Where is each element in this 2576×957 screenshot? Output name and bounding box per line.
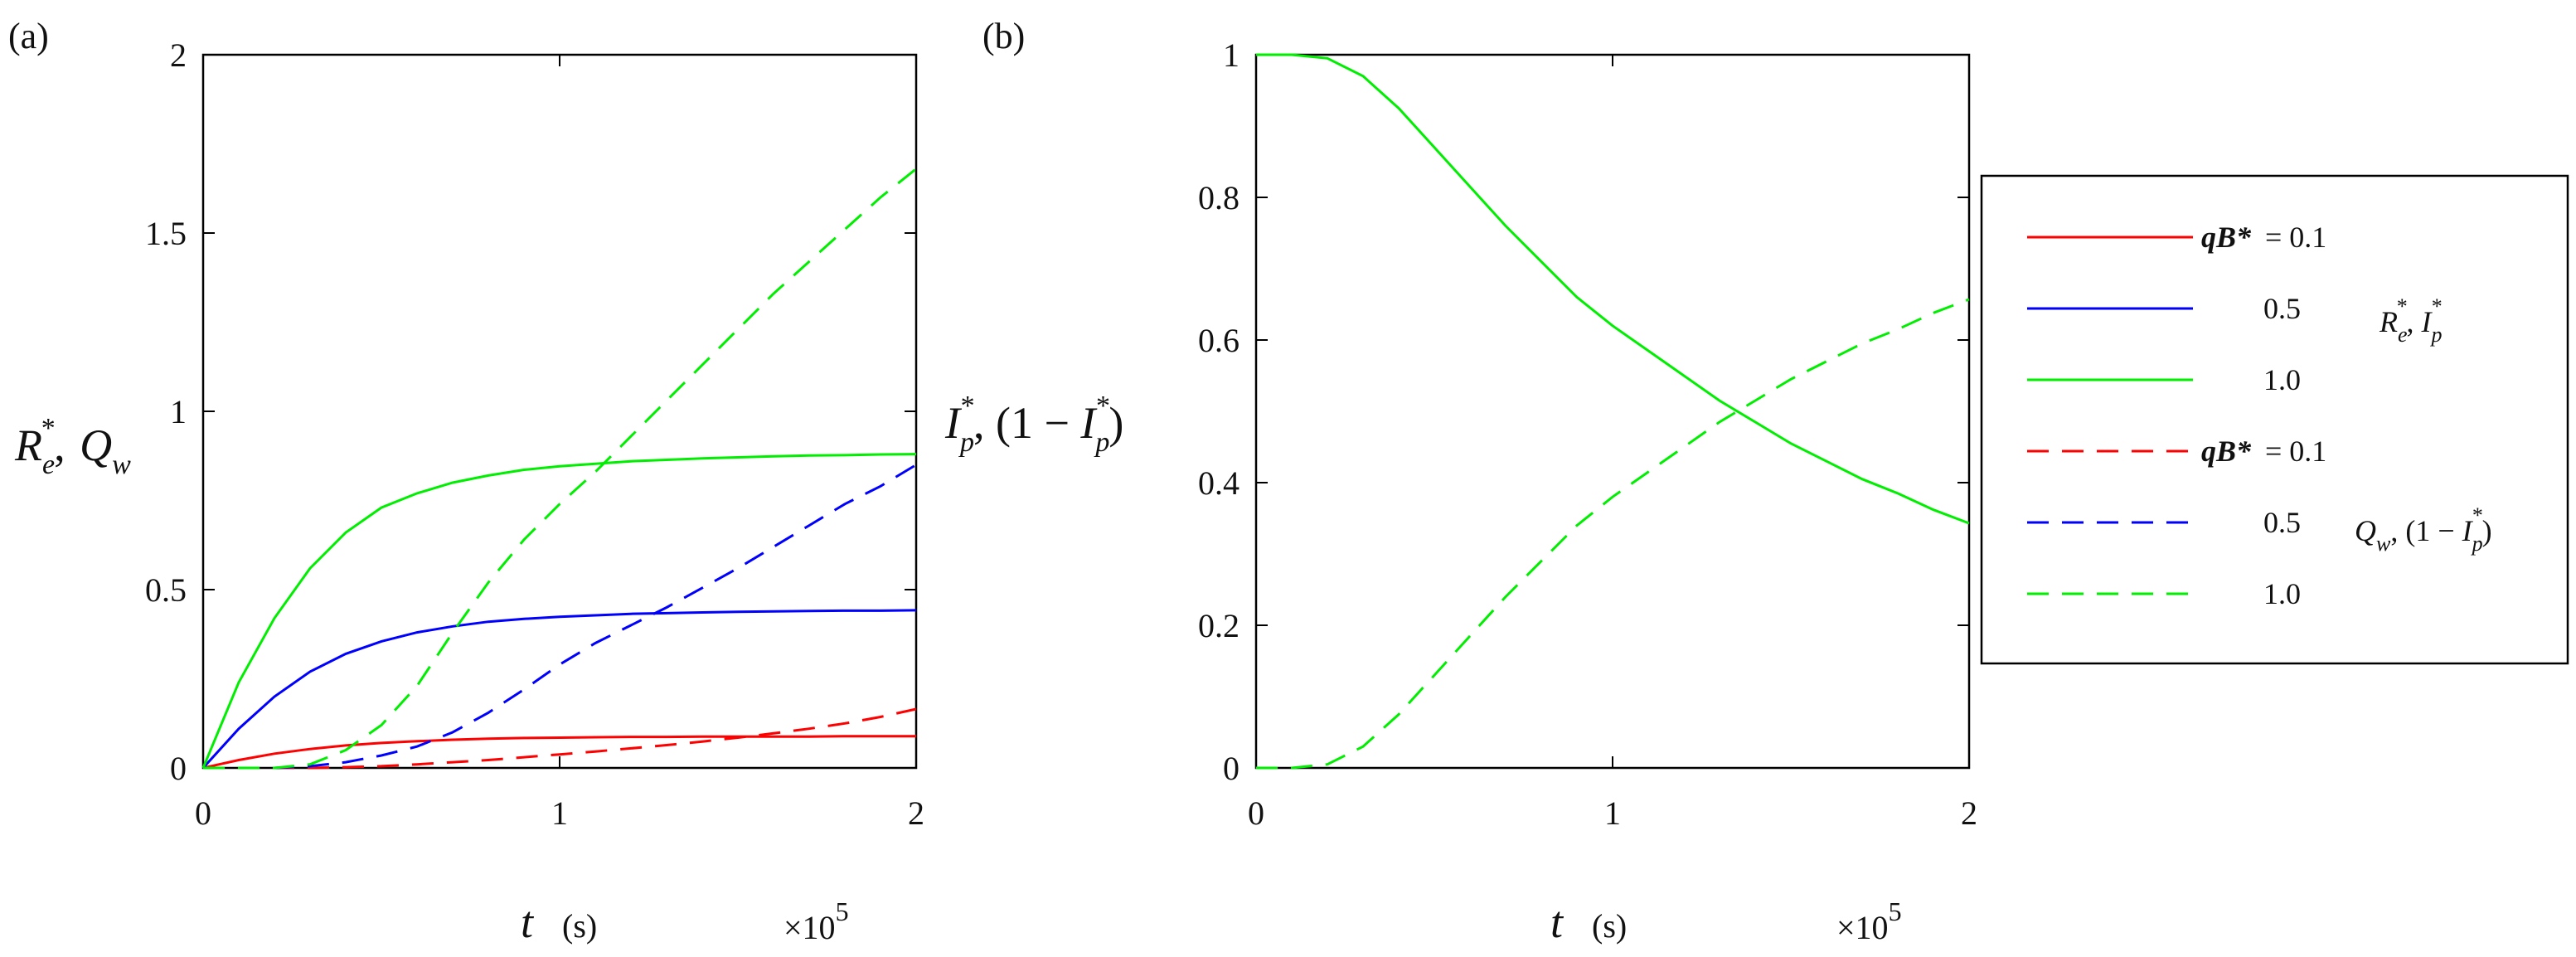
series-lines-a (201, 168, 917, 770)
plot-frame-a (201, 53, 918, 770)
legend-value-1: 0.5 (2263, 292, 2301, 325)
x-axis-unit-b: (s) (1592, 907, 1627, 945)
x-axis-label-b: t (1550, 897, 1565, 947)
series-line-a-1 (201, 609, 917, 770)
y-tick-label: 0.5 (145, 571, 187, 609)
x-tick-label: 2 (1961, 794, 1977, 832)
y-tick-label: 1.5 (145, 215, 187, 252)
series-line-b-0 (1256, 53, 1970, 525)
panel-b-label: (b) (982, 16, 1025, 56)
legend-value-3: = 0.1 (2265, 435, 2326, 468)
x-tick-label: 1 (1604, 794, 1621, 832)
legend-value-5: 1.0 (2263, 577, 2301, 610)
series-lines-b (1256, 53, 1970, 770)
panel-b: (b) 0 0.2 0.4 0.6 0.8 1 0 1 2 Ip*, (1 − Ip*) t (… (944, 16, 1977, 947)
legend-value-0: = 0.1 (2265, 221, 2326, 254)
series-line-a-0 (202, 735, 916, 770)
plot-frame-b (1254, 53, 1971, 770)
ticks-b: 0 0.2 0.4 0.6 0.8 1 0 1 2 (1198, 36, 1977, 832)
panel-a: (a) 0 0.5 1 1.5 2 0 1 2 Re*, Qw t (s) ×105 (8, 16, 924, 947)
series-line-a-5 (203, 168, 917, 770)
x-tick-label: 1 (551, 794, 568, 832)
x-tick-label: 0 (195, 794, 211, 832)
y-tick-label: 2 (170, 36, 187, 74)
x-axis-unit-a: (s) (562, 907, 597, 945)
series-line-a-3 (203, 707, 917, 770)
legend-entries: qB* = 0.1 0.5 1.0 qB* = 0.1 0.5 1.0 (2027, 221, 2326, 610)
y-tick-label: 0 (1223, 750, 1239, 787)
y-tick-label: 0.8 (1198, 179, 1239, 216)
y-tick-label: 0.6 (1198, 322, 1239, 359)
legend-box (1980, 174, 2569, 665)
x-multiplier-a: ×105 (783, 896, 849, 946)
series-line-b-1 (1256, 298, 1970, 770)
y-tick-label: 0.4 (1198, 464, 1239, 502)
y-tick-label: 1 (170, 393, 187, 430)
ticks-a: 0 0.5 1 1.5 2 0 1 2 (145, 36, 924, 832)
x-tick-label: 2 (908, 794, 924, 832)
series-line-a-2 (201, 453, 917, 769)
y-axis-label-b: Ip*, (1 − Ip*) (944, 391, 1123, 458)
legend-q-label-3: qB* (2201, 435, 2252, 468)
y-tick-label: 1 (1223, 36, 1239, 74)
legend-value-2: 1.0 (2263, 363, 2301, 396)
y-axis-label-a: Re*, Qw (14, 413, 131, 480)
x-multiplier-b: ×105 (1836, 896, 1902, 946)
series-line-a-4 (203, 464, 917, 770)
legend: qB* = 0.10.51.0qB* = 0.10.51.0 Re*, Ip* Qw… (1980, 174, 2569, 665)
x-tick-label: 0 (1248, 794, 1264, 832)
y-tick-label: 0 (170, 750, 187, 787)
y-tick-label: 0.2 (1198, 607, 1239, 644)
legend-q-label-0: qB* (2201, 221, 2252, 254)
panel-a-label: (a) (8, 16, 49, 56)
legend-value-4: 0.5 (2263, 506, 2301, 539)
x-axis-label-a: t (521, 897, 535, 947)
